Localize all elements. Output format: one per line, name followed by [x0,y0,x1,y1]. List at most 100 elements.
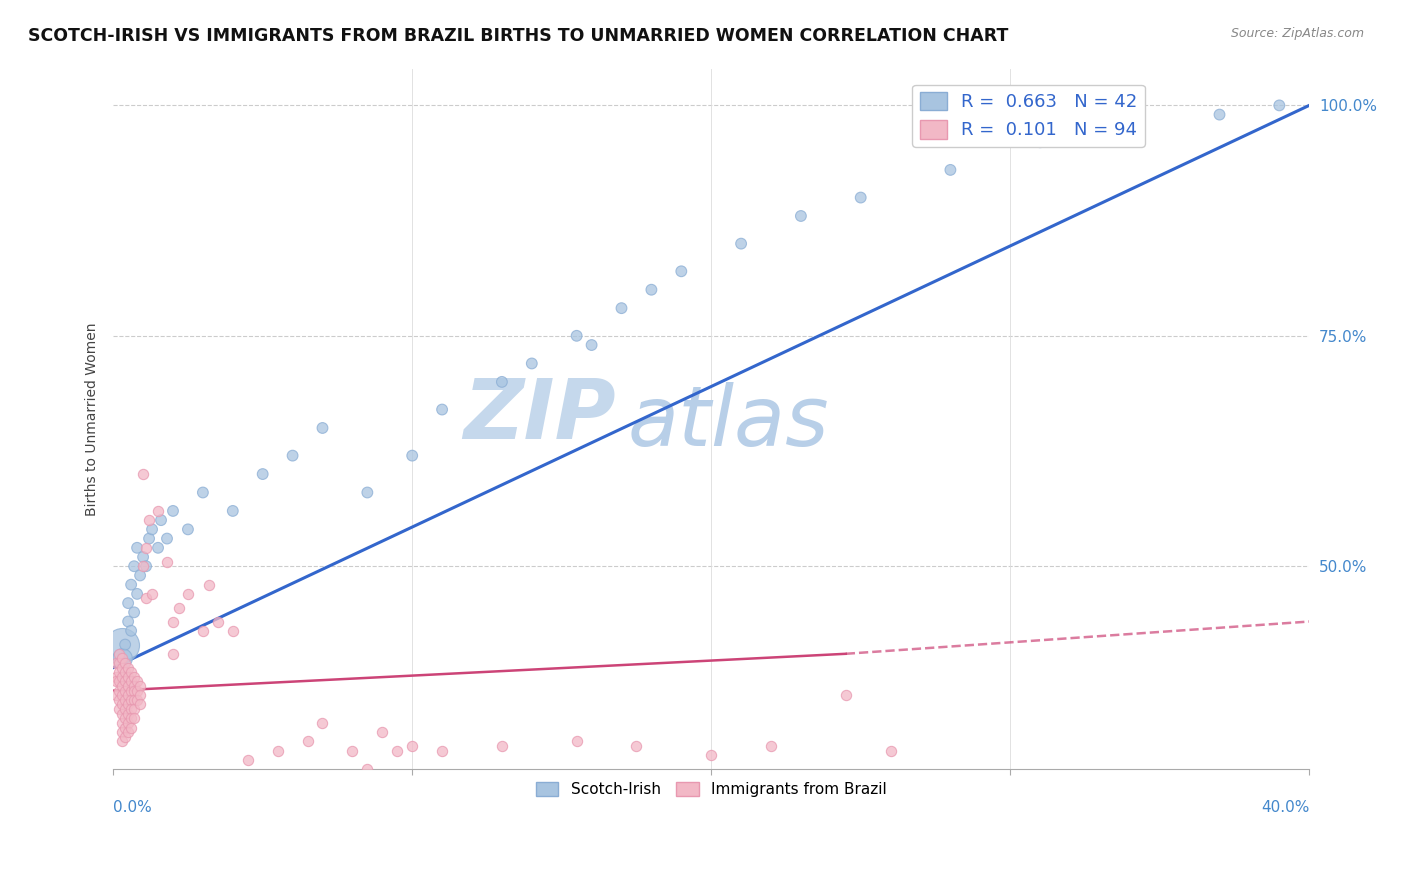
Point [120,693,142,707]
Point [167,600,190,615]
Point [132,559,155,574]
Point [122,559,145,574]
Point [111,698,134,712]
Point [640,283,662,297]
Point [114,693,136,707]
Point [430,402,453,417]
Point [146,541,169,555]
Point [105,670,128,684]
Point [252,467,274,481]
Point [671,264,693,278]
Text: atlas: atlas [627,382,830,463]
Point [311,715,333,730]
Point [835,688,858,702]
Point [939,162,962,177]
Point [114,721,136,735]
Point [114,711,136,725]
Point [122,679,145,693]
Point [111,688,134,702]
Point [281,449,304,463]
Point [129,568,152,582]
Point [122,683,145,698]
Point [122,670,145,684]
Point [520,356,543,370]
Point [114,702,136,716]
Point [114,730,136,744]
Point [117,615,139,629]
Point [117,706,139,721]
Point [371,725,394,739]
Point [135,591,157,606]
Point [108,674,131,689]
Point [222,504,245,518]
Point [120,577,142,591]
Point [127,683,149,698]
Point [111,679,134,693]
Point [626,739,648,753]
Point [114,638,136,652]
Point [356,762,378,776]
Point [401,739,423,753]
Point [191,624,214,638]
Point [117,596,139,610]
Point [111,706,134,721]
Point [156,555,179,569]
Point [581,338,603,352]
Point [111,638,134,652]
Point [356,485,378,500]
Point [114,665,136,680]
Point [266,743,288,757]
Point [117,698,139,712]
Point [117,725,139,739]
Y-axis label: Births to Unmarried Women: Births to Unmarried Women [86,322,100,516]
Point [491,739,513,753]
Point [297,734,319,748]
Text: 40.0%: 40.0% [1261,799,1309,814]
Point [111,651,134,665]
Point [122,605,145,619]
Point [114,683,136,698]
Point [281,771,304,785]
Point [105,688,128,702]
Text: Source: ZipAtlas.com: Source: ZipAtlas.com [1230,27,1364,40]
Point [849,190,872,204]
Point [610,301,633,315]
Point [146,504,169,518]
Point [108,683,131,698]
Point [122,702,145,716]
Point [111,725,134,739]
Point [1029,135,1052,149]
Point [129,679,152,693]
Point [111,715,134,730]
Point [117,688,139,702]
Point [132,549,155,564]
Point [117,679,139,693]
Point [342,743,364,757]
Point [1119,126,1142,140]
Point [111,734,134,748]
Point [127,693,149,707]
Point [120,711,142,725]
Point [141,587,163,601]
Point [120,683,142,698]
Point [138,513,160,527]
Point [311,421,333,435]
Text: SCOTCH-IRISH VS IMMIGRANTS FROM BRAZIL BIRTHS TO UNMARRIED WOMEN CORRELATION CHA: SCOTCH-IRISH VS IMMIGRANTS FROM BRAZIL B… [28,27,1008,45]
Point [129,688,152,702]
Point [111,660,134,674]
Point [207,615,229,629]
Point [700,748,723,763]
Point [120,674,142,689]
Point [105,674,128,689]
Point [108,647,131,661]
Point [108,665,131,680]
Point [127,587,149,601]
Point [879,743,901,757]
Point [1268,98,1291,112]
Point [114,674,136,689]
Point [120,702,142,716]
Point [162,615,184,629]
Point [111,670,134,684]
Point [191,485,214,500]
Point [129,698,152,712]
